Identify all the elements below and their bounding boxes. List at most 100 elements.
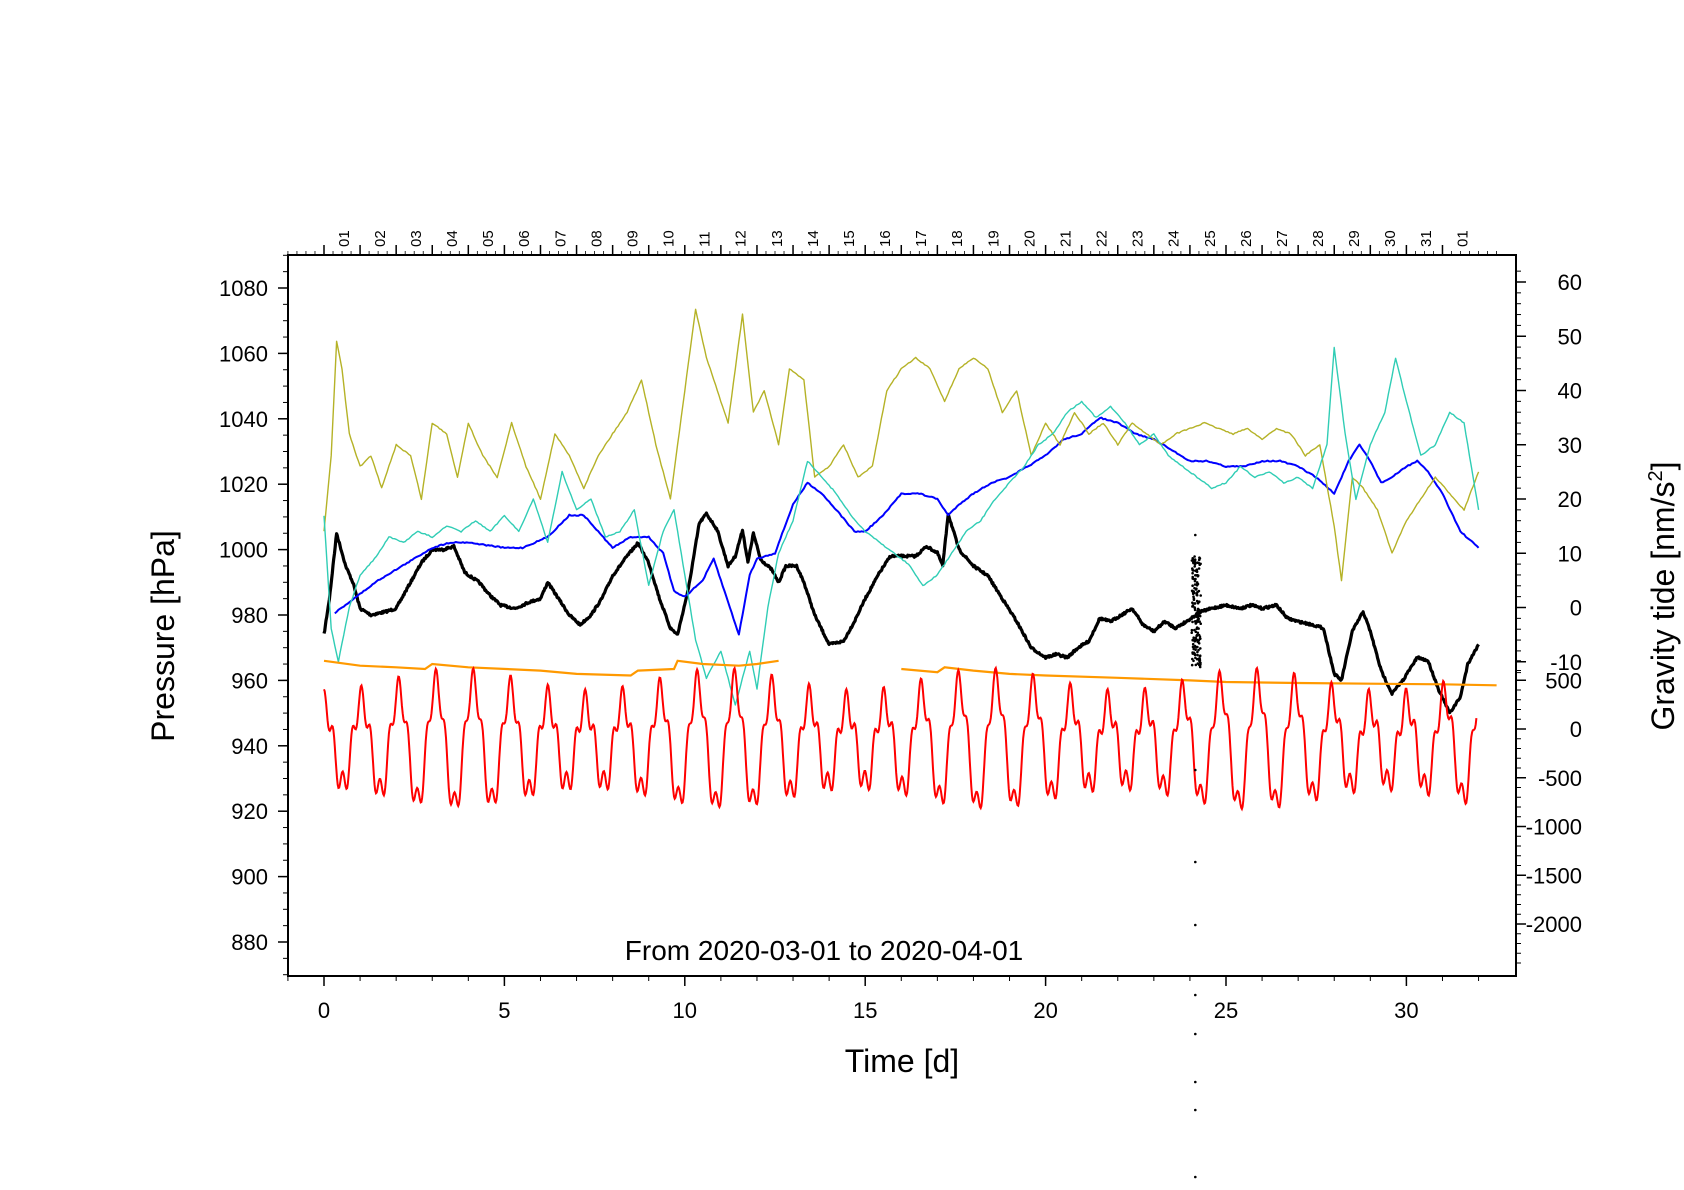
outlier-point bbox=[1195, 593, 1198, 597]
day-label: 16 bbox=[877, 230, 894, 247]
series-orange-segment-2 bbox=[901, 666, 1497, 687]
outlier-point bbox=[1192, 659, 1195, 663]
outlier-point bbox=[1195, 570, 1199, 573]
outlier-point bbox=[1197, 567, 1201, 570]
day-label: 09 bbox=[625, 230, 642, 247]
day-label: 26 bbox=[1238, 230, 1255, 247]
day-label: 07 bbox=[552, 230, 569, 247]
left-tick-label: 1020 bbox=[219, 472, 268, 497]
series-blue-line bbox=[334, 416, 1480, 636]
right-lower-tick-label: -500 bbox=[1538, 766, 1582, 791]
series-gravity-tide-line bbox=[323, 665, 1478, 812]
x-tick-label: 20 bbox=[1033, 998, 1057, 1023]
date-range-caption: From 2020-03-01 to 2020-04-01 bbox=[625, 935, 1023, 966]
day-label: 30 bbox=[1382, 230, 1399, 247]
outlier-point bbox=[1191, 592, 1195, 596]
outlier-point bbox=[1196, 650, 1199, 654]
day-label: 28 bbox=[1310, 230, 1327, 247]
x-axis-title: Time [d] bbox=[845, 1043, 959, 1079]
day-label: 21 bbox=[1057, 230, 1074, 247]
outlier-point bbox=[1195, 615, 1199, 619]
outlier-point bbox=[1194, 768, 1197, 772]
left-tick-label: 920 bbox=[231, 799, 268, 824]
left-tick-label: 900 bbox=[231, 865, 268, 890]
series-olive-line bbox=[323, 308, 1480, 582]
outlier-point bbox=[1194, 630, 1198, 633]
x-tick-label: 10 bbox=[673, 998, 697, 1023]
left-axis-title: Pressure [hPa] bbox=[145, 530, 181, 742]
outlier-point bbox=[1194, 636, 1198, 640]
right-upper-tick-label: 0 bbox=[1570, 596, 1582, 621]
outlier-point bbox=[1191, 620, 1194, 624]
outlier-point bbox=[1194, 656, 1197, 660]
right-lower-tick-label: -2000 bbox=[1526, 912, 1582, 937]
day-label: 24 bbox=[1166, 230, 1183, 247]
right-axis-title-main: Gravity tide [nm/s bbox=[1645, 482, 1681, 731]
outlier-point bbox=[1192, 577, 1195, 581]
day-label: 10 bbox=[661, 230, 678, 247]
left-tick-label: 940 bbox=[231, 734, 268, 759]
outlier-point bbox=[1196, 662, 1200, 665]
day-label: 25 bbox=[1202, 230, 1219, 247]
day-label: 02 bbox=[372, 230, 389, 247]
right-lower-tick-label: 0 bbox=[1570, 717, 1582, 742]
outlier-point bbox=[1193, 579, 1197, 583]
outlier-point bbox=[1196, 582, 1200, 586]
outlier-point bbox=[1194, 574, 1197, 577]
outlier-point bbox=[1190, 628, 1194, 632]
left-tick-label: 980 bbox=[231, 603, 268, 628]
x-tick-label: 15 bbox=[853, 998, 877, 1023]
outlier-point bbox=[1192, 590, 1195, 593]
series-pressure-line bbox=[322, 511, 1480, 715]
day-label: 11 bbox=[697, 231, 714, 247]
outlier-point bbox=[1195, 611, 1198, 615]
day-label: 27 bbox=[1274, 230, 1291, 247]
outlier-point bbox=[1199, 647, 1202, 650]
outlier-point bbox=[1191, 601, 1194, 604]
outlier-point bbox=[1191, 571, 1194, 575]
outlier-point bbox=[1198, 657, 1202, 661]
day-label: 31 bbox=[1418, 230, 1435, 247]
outlier-point bbox=[1198, 654, 1202, 657]
outlier-point bbox=[1199, 661, 1202, 665]
outlier-point bbox=[1199, 622, 1202, 625]
outlier-point bbox=[1196, 631, 1200, 635]
day-label: 20 bbox=[1021, 230, 1038, 247]
day-label: 15 bbox=[841, 230, 858, 247]
outlier-point bbox=[1191, 584, 1194, 587]
right-lower-tick-label: -1000 bbox=[1526, 815, 1582, 840]
outlier-point bbox=[1193, 653, 1197, 657]
left-tick-label: 1040 bbox=[219, 407, 268, 432]
outlier-point bbox=[1194, 1108, 1197, 1112]
outlier-point bbox=[1195, 620, 1198, 624]
day-label: 18 bbox=[949, 230, 966, 247]
outlier-point bbox=[1192, 595, 1195, 598]
left-tick-label: 960 bbox=[231, 668, 268, 693]
outlier-point bbox=[1194, 1175, 1197, 1179]
series-orange-segment-1 bbox=[323, 659, 779, 677]
outlier-point bbox=[1193, 602, 1197, 605]
outlier-point bbox=[1197, 617, 1200, 621]
outlier-point bbox=[1198, 557, 1202, 560]
outlier-point bbox=[1198, 600, 1201, 603]
outlier-point bbox=[1191, 642, 1195, 646]
right-lower-tick-label: 500 bbox=[1545, 668, 1582, 693]
right-upper-tick-label: 40 bbox=[1558, 379, 1582, 404]
series-layer bbox=[322, 308, 1497, 812]
day-label: 13 bbox=[769, 230, 786, 247]
outlier-point bbox=[1198, 563, 1201, 566]
day-label: 29 bbox=[1346, 230, 1363, 247]
outlier-point bbox=[1196, 590, 1199, 594]
day-label: 22 bbox=[1094, 230, 1111, 247]
outlier-point bbox=[1193, 555, 1196, 558]
outlier-point bbox=[1195, 599, 1199, 603]
outlier-point bbox=[1196, 653, 1199, 657]
outlier-point bbox=[1194, 923, 1197, 927]
outlier-point bbox=[1192, 561, 1195, 564]
day-label: 06 bbox=[516, 230, 533, 247]
day-label: 12 bbox=[733, 230, 750, 247]
day-label: 04 bbox=[444, 230, 461, 247]
right-lower-tick-label: -1500 bbox=[1526, 863, 1582, 888]
outlier-point bbox=[1198, 665, 1202, 669]
